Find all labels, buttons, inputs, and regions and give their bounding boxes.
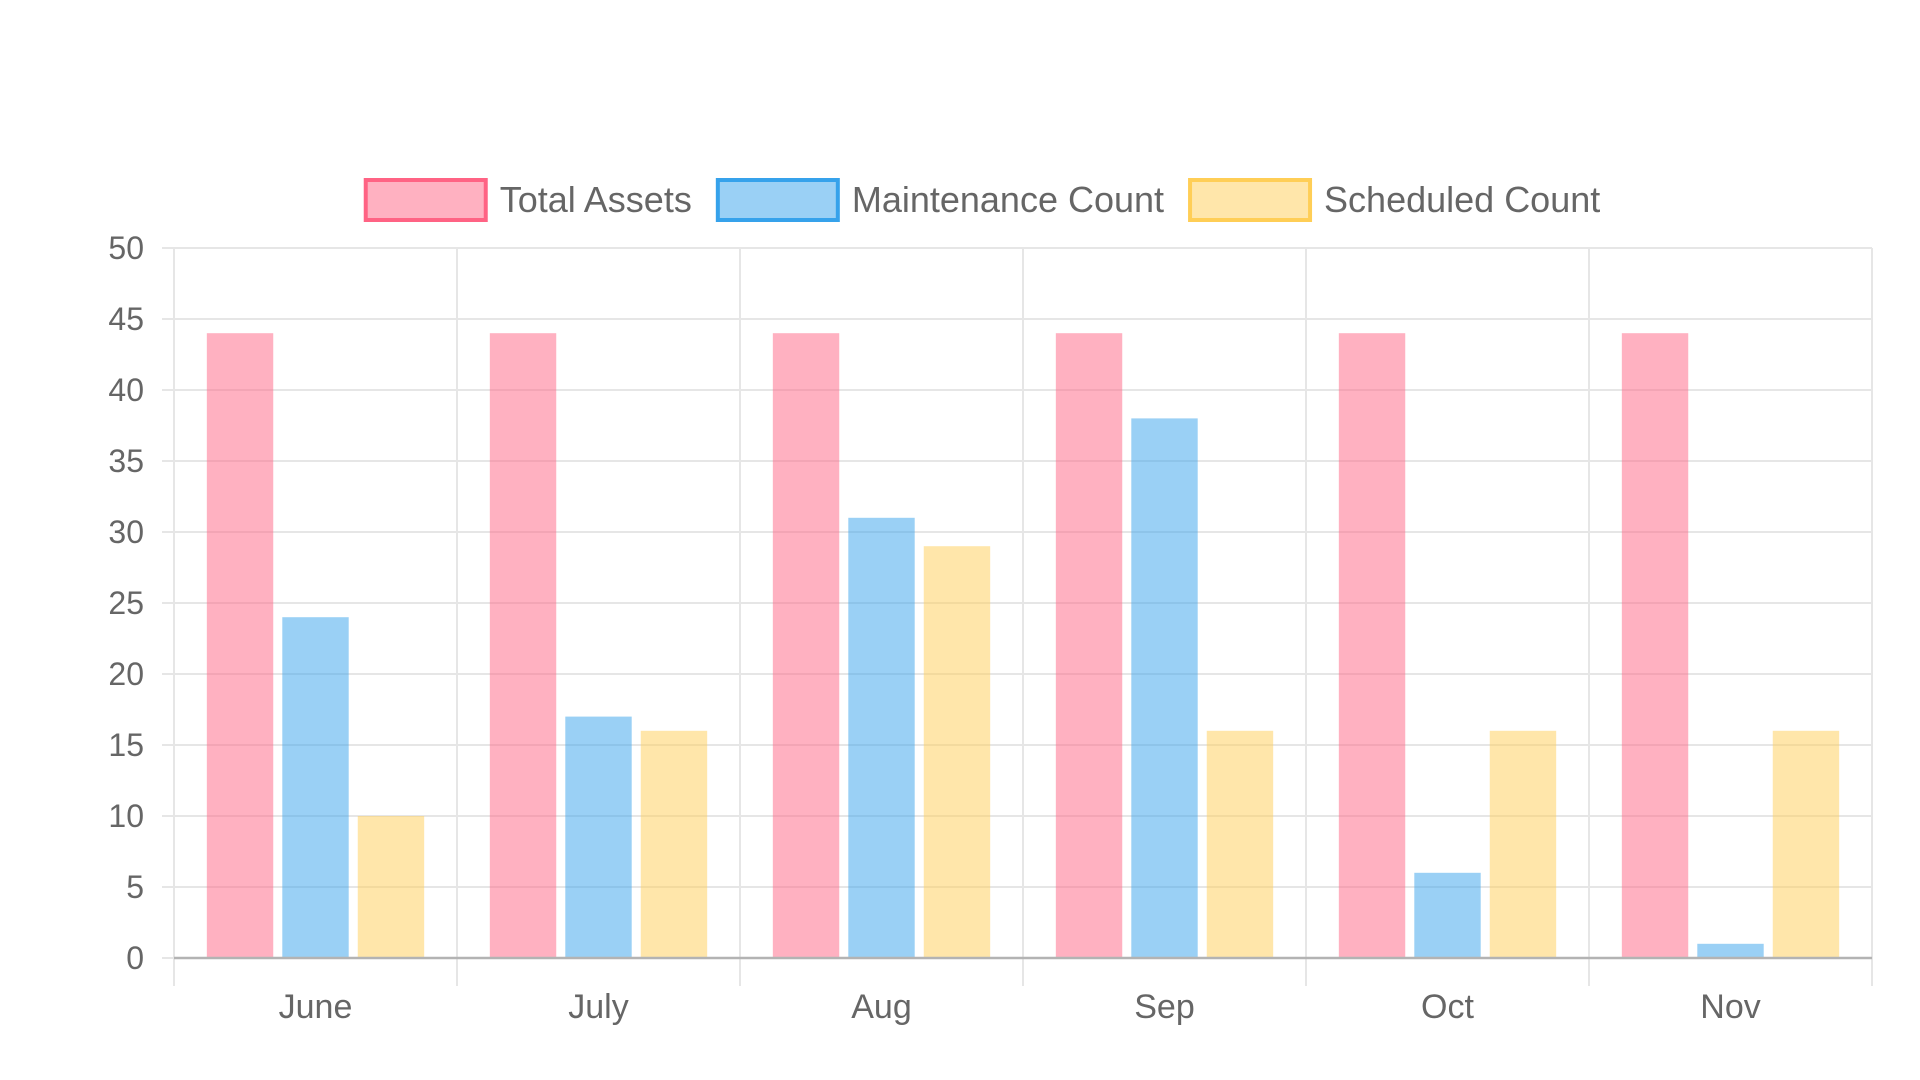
bar-maintenance-count-aug [848,517,915,958]
bar-maintenance-count-nov [1697,943,1764,958]
x-tick-label: July [568,988,628,1026]
bar-total-assets-aug [772,333,840,958]
bar-scheduled-count-nov [1772,730,1840,958]
bar-scheduled-count-sep [1206,730,1274,958]
x-tick-label: Sep [1134,988,1195,1026]
legend-swatch [715,178,840,222]
legend-swatch [1188,178,1313,222]
y-tick-label: 15 [108,727,144,763]
bar-maintenance-count-sep [1131,418,1198,958]
bars [206,333,1840,958]
y-tick-label: 0 [126,940,144,976]
y-tick-label: 50 [108,230,144,266]
legend-label: Scheduled Count [1324,179,1600,220]
y-tick-label: 5 [126,869,144,905]
x-tick-label: June [279,988,353,1026]
bar-scheduled-count-aug [923,546,991,958]
bar-maintenance-count-july [565,716,632,958]
bar-total-assets-sep [1055,333,1123,958]
bar-scheduled-count-june [357,816,425,958]
y-tick-label: 40 [108,372,144,408]
x-tick-label: Nov [1700,988,1760,1026]
bar-maintenance-count-oct [1414,872,1481,958]
bar-scheduled-count-july [640,730,708,958]
bar-total-assets-july [489,333,557,958]
bar-scheduled-count-oct [1489,730,1557,958]
legend-item-total-assets[interactable]: Total Assets [363,178,692,222]
y-tick-label: 25 [108,585,144,621]
legend-label: Total Assets [500,179,692,220]
legend-label: Maintenance Count [852,179,1164,220]
legend: Total Assets Maintenance Count Scheduled C… [363,178,1600,222]
bar-total-assets-oct [1338,333,1406,958]
grid [162,247,1873,986]
bar-maintenance-count-june [282,617,349,958]
y-tick-label: 20 [108,656,144,692]
legend-swatch [363,178,488,222]
bar-total-assets-nov [1621,333,1689,958]
y-tick-label: 10 [108,798,144,834]
x-tick-label: Oct [1421,988,1474,1026]
legend-item-maintenance-count[interactable]: Maintenance Count [715,178,1164,222]
legend-item-scheduled-count[interactable]: Scheduled Count [1188,178,1600,222]
x-tick-label: Aug [851,988,912,1026]
x-axis-ticks: June July Aug Sep Oct Nov [279,988,1761,1026]
y-tick-label: 35 [108,443,144,479]
y-axis-ticks: 0 5 10 15 20 25 30 35 40 45 50 [108,230,144,976]
y-tick-label: 30 [108,514,144,550]
y-tick-label: 45 [108,301,144,337]
bar-total-assets-june [206,333,274,958]
